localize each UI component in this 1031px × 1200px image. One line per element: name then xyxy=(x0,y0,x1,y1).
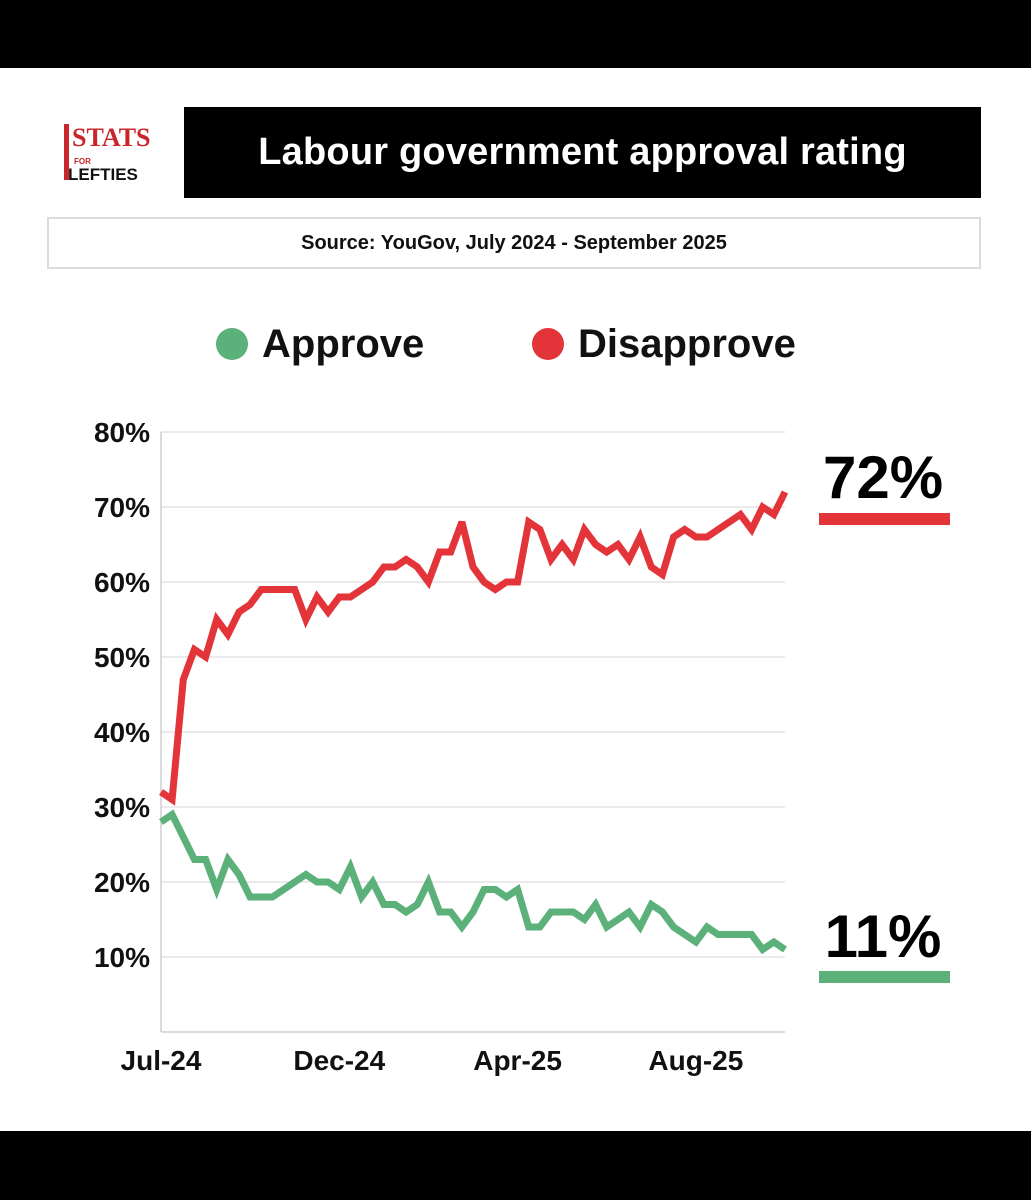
y-tick-label: 60% xyxy=(94,567,150,598)
svg-text:FOR: FOR xyxy=(74,157,91,166)
legend-label-disapprove: Disapprove xyxy=(578,321,796,366)
svg-text:LEFTIES: LEFTIES xyxy=(68,165,138,184)
axes: 10% 20% 30% 40% 50% 60% 70% 80% Jul-24 Dec-24 Apr-… xyxy=(94,417,785,1076)
disapprove-legend-swatch xyxy=(532,328,564,360)
grid xyxy=(161,431,785,958)
x-tick-label: Jul-24 xyxy=(121,1045,202,1076)
y-tick-label: 40% xyxy=(94,717,150,748)
y-tick-label: 70% xyxy=(94,492,150,523)
x-tick-label: Apr-25 xyxy=(473,1045,562,1076)
series-line-approve xyxy=(159,809,787,955)
series xyxy=(159,490,789,955)
series-line-disapprove xyxy=(159,490,789,806)
legend-item-disapprove: Disapprove xyxy=(532,318,796,370)
x-tick-label: Aug-25 xyxy=(648,1045,743,1076)
approve-legend-swatch xyxy=(216,328,248,360)
y-tick-label: 80% xyxy=(94,417,150,448)
end-value-label-approve: 11% xyxy=(825,903,942,970)
end-labels: 72% 11% xyxy=(819,444,950,983)
legend-item-approve: Approve xyxy=(216,318,424,370)
chart-title: Labour government approval rating xyxy=(184,107,981,198)
stats-for-lefties-logo: STATS FOR LEFTIES xyxy=(62,120,154,186)
legend-label-approve: Approve xyxy=(262,321,425,366)
y-tick-label: 30% xyxy=(94,792,150,823)
end-value-bar-disapprove xyxy=(819,513,950,525)
y-tick-label: 50% xyxy=(94,642,150,673)
x-tick-label: Dec-24 xyxy=(293,1045,385,1076)
end-value-label-disapprove: 72% xyxy=(823,444,943,511)
legend: Approve Disapprove xyxy=(0,318,1031,370)
end-value-bar-approve xyxy=(819,971,950,983)
svg-text:STATS: STATS xyxy=(72,123,151,152)
y-tick-label: 10% xyxy=(94,942,150,973)
source-note: Source: YouGov, July 2024 - September 20… xyxy=(47,217,981,269)
y-tick-label: 20% xyxy=(94,867,150,898)
